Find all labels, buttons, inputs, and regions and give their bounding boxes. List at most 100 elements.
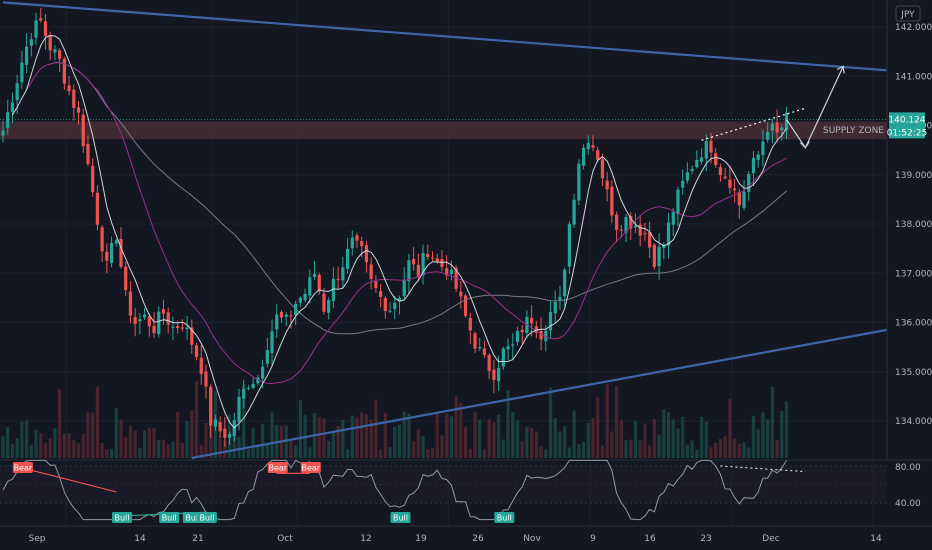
candle-body — [270, 331, 274, 353]
candle-body — [615, 214, 619, 230]
candle-body — [171, 326, 175, 328]
candle-body — [473, 333, 477, 349]
candle-body — [133, 317, 137, 324]
candle-body — [15, 83, 19, 101]
candle-body — [76, 107, 81, 113]
volume-bar — [322, 418, 326, 458]
volume-bar — [662, 409, 666, 458]
volume-bar — [515, 420, 520, 458]
time-tick-label: 14 — [134, 534, 146, 544]
candle-body — [657, 246, 661, 267]
volume-bar — [298, 400, 302, 458]
volume-bar — [138, 448, 142, 458]
candle-body — [355, 235, 359, 241]
volume-bar — [605, 384, 609, 458]
forecast-arrowhead — [836, 65, 845, 74]
volume-bar — [751, 415, 756, 458]
candle-body — [577, 163, 581, 201]
candle-body — [681, 180, 685, 188]
volume-bar — [161, 439, 166, 458]
candle-body — [397, 297, 402, 302]
volume-bar — [270, 412, 274, 458]
candle-body — [388, 310, 392, 312]
volume-bar — [600, 445, 605, 458]
candle-body — [317, 274, 321, 292]
candle-body — [62, 58, 66, 84]
annotations[interactable] — [701, 65, 845, 149]
price-tick-label: 141.000 — [895, 72, 932, 82]
volume-bar — [567, 447, 571, 458]
candle-body — [180, 327, 184, 329]
volume-bar — [190, 410, 194, 458]
volume-bar — [383, 412, 387, 458]
volume-bar — [147, 428, 151, 458]
candle-body — [67, 85, 71, 92]
candle-body — [709, 140, 713, 153]
candle-body — [459, 291, 463, 297]
candle-body — [416, 264, 420, 278]
candle-body — [468, 317, 472, 331]
candle-body — [350, 237, 354, 249]
candle-body — [43, 21, 48, 36]
candle-body — [704, 141, 708, 159]
candle-body — [567, 224, 571, 267]
volume-bar — [109, 449, 114, 458]
candle-body — [652, 244, 656, 267]
volume-bar — [648, 445, 652, 458]
time-tick-label: Sep — [29, 534, 46, 544]
volume-bar — [610, 431, 614, 458]
candle-body — [345, 248, 350, 269]
upper-trendline — [2, 1, 888, 72]
candle-body — [643, 233, 647, 235]
volume-bar — [704, 421, 708, 458]
volume-bar — [657, 434, 661, 458]
candle-body — [25, 46, 29, 65]
volume-bar — [294, 445, 298, 458]
volume-bar — [185, 420, 189, 458]
volume-bar — [284, 425, 288, 458]
currency-badge[interactable] — [895, 5, 921, 22]
volume-bar — [251, 428, 255, 458]
candle-body — [421, 253, 425, 276]
candle-body — [393, 302, 397, 310]
volume-bar — [336, 425, 340, 458]
candle-body — [20, 62, 24, 83]
candle-body — [29, 39, 33, 46]
price-tick-label: 136.000 — [895, 319, 932, 329]
rsi-signal-badge — [196, 512, 217, 523]
volume-bar — [577, 443, 581, 458]
volume-bar — [723, 436, 727, 458]
candle-body — [534, 326, 538, 333]
trendlines[interactable] — [2, 1, 888, 460]
volume-bar — [246, 449, 251, 458]
volume-bar — [119, 419, 123, 458]
volume-bar — [402, 411, 406, 458]
volume-bar — [81, 433, 85, 458]
candle-body — [572, 199, 576, 225]
candle-body — [742, 191, 746, 208]
candle-body — [520, 329, 524, 333]
volume-bar — [511, 411, 515, 458]
volume-bar — [133, 430, 137, 458]
volume-bar — [393, 426, 397, 458]
rsi-signal-label: Bear — [268, 464, 287, 473]
volume-bar — [76, 443, 81, 458]
time-axis[interactable]: Sep 14 21 Oct 12 19 26 Nov 9 16 23 Dec 14 — [29, 534, 882, 544]
volume-bar — [473, 412, 477, 458]
volume-bar — [586, 422, 590, 458]
candle-body — [109, 242, 114, 264]
volume-bar — [360, 412, 364, 458]
volume-bar — [105, 449, 109, 458]
candle-body — [629, 216, 633, 229]
candle-body — [747, 174, 751, 193]
candle-body — [695, 159, 699, 168]
candle-body — [336, 278, 340, 280]
candle-body — [624, 216, 628, 233]
volume-bar — [223, 441, 227, 458]
price-tick-label: 138.000 — [895, 220, 932, 230]
volume-bar — [152, 428, 156, 458]
volume-bar — [548, 387, 553, 458]
candle-body — [600, 159, 605, 179]
candle-body — [147, 316, 151, 327]
